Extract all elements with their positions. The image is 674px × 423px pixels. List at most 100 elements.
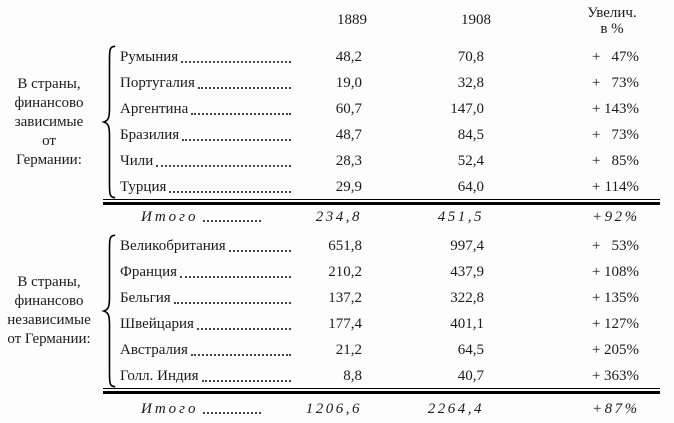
percent-value: 108% [604, 263, 639, 280]
group-dependent-countries: В страны, финансово зависимые от Германи… [0, 44, 674, 200]
value-change: + 73% [592, 75, 639, 92]
table-row: Бельгия 137,2 322,8 + 135% [120, 285, 639, 311]
country-name: Швейцария [120, 315, 194, 332]
table-row: Чили 28,3 52,4 + 85% [120, 148, 639, 174]
country-name: Бразилия [120, 126, 180, 143]
curly-brace-icon [101, 44, 118, 200]
country-name: Великобритания [120, 237, 226, 254]
plus-sign: + [592, 126, 601, 143]
value-change: + 73% [592, 127, 639, 144]
percent-value: 135% [604, 289, 639, 306]
total-label: Итого [141, 208, 199, 225]
dot-leader [202, 412, 261, 414]
plus-sign: + [592, 100, 601, 117]
value-1908: 437,9 [450, 263, 484, 280]
value-change: + 47% [592, 49, 639, 66]
plus-sign: + [592, 178, 601, 195]
percent-value: 127% [604, 315, 639, 332]
column-header-1908: 1908 [461, 12, 491, 28]
plus-sign: + [592, 315, 601, 332]
total-label: Итого [141, 400, 199, 417]
table-row: Аргентина 60,7 147,0 + 143% [120, 96, 639, 122]
total-change: +92% [592, 208, 640, 225]
value-1908: 147,0 [450, 100, 484, 117]
total-1889: 234,8 [315, 208, 362, 225]
value-1908: 32,8 [457, 74, 484, 91]
column-header-change-line1: Увелич. [587, 5, 637, 21]
dot-leader [196, 328, 291, 330]
country-name: Чили [120, 152, 154, 169]
group-independent-countries: В страны, финансово независимые от Герма… [0, 233, 674, 389]
group-label-line: В страны, [17, 75, 81, 92]
group-label-line: зависимые [14, 113, 84, 130]
group-label-line: от Германии: [7, 331, 91, 347]
group-label: В страны, финансово независимые от Герма… [0, 233, 98, 389]
group-label-line: от [42, 132, 56, 149]
value-change: + 114% [592, 179, 639, 196]
value-1889: 8,8 [343, 367, 362, 384]
value-change: + 205% [592, 342, 639, 359]
dot-leader [181, 61, 291, 63]
value-change: + 127% [592, 316, 639, 333]
column-header-change-line2: в % [600, 21, 624, 37]
dot-leader [190, 354, 291, 356]
value-1889: 28,3 [335, 152, 362, 169]
value-1889: 137,2 [328, 289, 362, 306]
dot-leader [169, 191, 291, 193]
country-name: Турция [120, 178, 167, 195]
dot-leader [182, 139, 291, 141]
country-name: Аргентина [120, 100, 189, 117]
percent-value: 73% [611, 126, 640, 143]
value-1889: 60,7 [335, 100, 362, 117]
plus-sign: + [592, 263, 601, 280]
plus-sign: + [592, 341, 601, 358]
country-name: Австралия [120, 341, 188, 358]
double-rule [103, 388, 660, 394]
percent-value: 205% [604, 341, 639, 358]
value-change: + 108% [592, 264, 639, 281]
value-1889: 29,9 [335, 178, 362, 195]
plus-sign: + [592, 367, 601, 384]
plus-sign: + [592, 48, 601, 65]
percent-value: 143% [604, 100, 639, 117]
total-row-dependent: Итого 234,8 451,5 +92% [103, 206, 639, 228]
column-header-1889: 1889 [337, 12, 367, 28]
dot-leader [156, 165, 291, 167]
group-label-line: независимые [7, 312, 91, 328]
value-1908: 401,1 [450, 315, 484, 332]
percent-value: 85% [611, 152, 640, 169]
plus-sign: + [592, 74, 601, 91]
country-name: Румыния [120, 48, 179, 65]
total-change: +87% [592, 400, 640, 417]
value-1889: 48,7 [335, 126, 362, 143]
table-row: Португалия 19,0 32,8 + 73% [120, 70, 639, 96]
group-label-line: Германии: [16, 151, 82, 168]
total-1889: 1206,6 [305, 400, 362, 417]
table-row: Великобритания 651,8 997,4 + 53% [120, 233, 639, 259]
country-rows: Румыния 48,2 70,8 + 47% Португалия 19,0 … [120, 44, 639, 200]
value-change: + 85% [592, 153, 639, 170]
value-1908: 64,5 [457, 341, 484, 358]
percent-value: 47% [611, 48, 640, 65]
value-change: + 135% [592, 290, 639, 307]
dot-leader [180, 276, 291, 278]
value-1889: 177,4 [328, 315, 362, 332]
plus-sign: + [592, 237, 601, 254]
value-1908: 40,7 [457, 367, 484, 384]
group-label-line: финансово [14, 293, 84, 309]
value-1889: 651,8 [328, 237, 362, 254]
total-1908: 2264,4 [427, 400, 484, 417]
value-1889: 210,2 [328, 263, 362, 280]
value-change: + 143% [592, 101, 639, 118]
value-1908: 52,4 [457, 152, 484, 169]
country-rows: Великобритания 651,8 997,4 + 53% Франция… [120, 233, 639, 389]
table-row: Румыния 48,2 70,8 + 47% [120, 44, 639, 70]
value-1908: 322,8 [450, 289, 484, 306]
country-name: Португалия [120, 74, 195, 91]
group-label: В страны, финансово зависимые от Германи… [0, 44, 98, 200]
group-label-line: В страны, [17, 274, 81, 290]
table-row: Турция 29,9 64,0 + 114% [120, 174, 639, 200]
value-1908: 997,4 [450, 237, 484, 254]
percent-value: 73% [611, 74, 640, 91]
